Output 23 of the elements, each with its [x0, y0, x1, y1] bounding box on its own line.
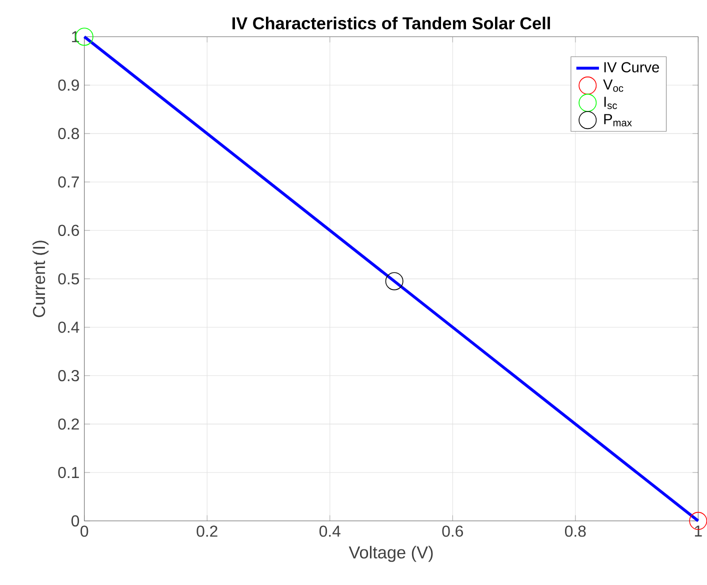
legend-label: V$_{oc}$	[603, 79, 624, 92]
y-tick-label: 0.5	[58, 273, 79, 284]
x-tick-label: 0.4	[319, 525, 340, 537]
chart-title: IV Characteristics of Tandem Solar Cell	[232, 16, 550, 30]
y-tick-label: 0.2	[58, 418, 79, 430]
x-tick-label: 0	[80, 525, 88, 537]
x-tick-label: 0.8	[565, 525, 586, 537]
legend-label: I$_{sc}$	[604, 96, 618, 109]
y-tick-label: 0.1	[58, 466, 79, 478]
x-tick-label: 0.2	[196, 525, 218, 537]
y-axis-title: Current (I)	[32, 240, 49, 317]
point	[385, 272, 404, 290]
y-tick-label: 0.6	[58, 224, 79, 236]
y-tick-label: 0.8	[58, 128, 79, 139]
x-tick-label: 0.6	[442, 525, 463, 537]
y-tick-label: 0.7	[58, 176, 79, 188]
x-axis-title: Voltage (V)	[348, 546, 433, 562]
y-tick-label: 0	[71, 515, 80, 526]
legend-label: IV Curve	[604, 62, 659, 72]
y-tick-label: 0.3	[58, 370, 79, 382]
legend-label: P$_{max}$	[604, 114, 632, 126]
y-tick-label: 0.9	[58, 79, 79, 91]
y-tick-label: 0.4	[58, 321, 80, 333]
